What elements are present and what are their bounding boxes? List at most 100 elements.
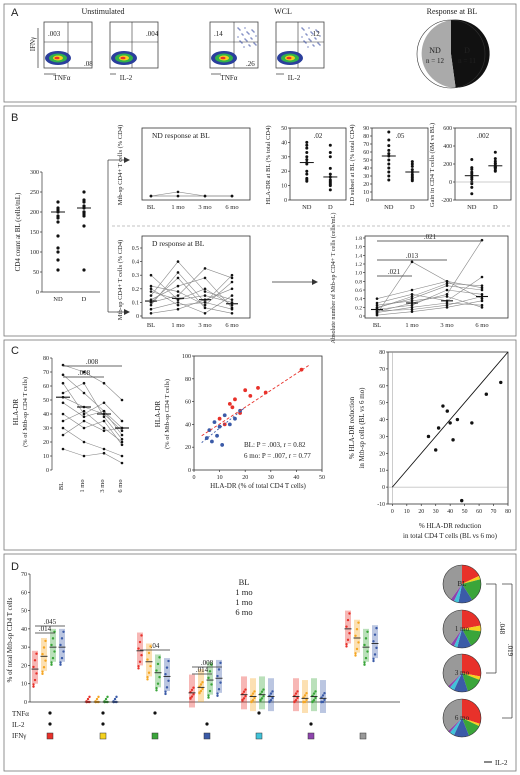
abs-series-point [410,299,414,303]
flow-wcl-il2-event [307,46,309,48]
c1-series-line [62,413,123,445]
ld-y-tick-label: 10 [363,190,369,196]
hla-y-tick-label: 20 [281,169,287,175]
flow-wcl-il2-event [308,38,310,40]
cd4-y-tick-label: 200 [30,210,39,216]
c2-x-tick-label: 50 [319,475,325,481]
c1-p1: .008 [86,358,99,366]
c1-y-tick-label: 40 [43,412,49,418]
pie-d-slice [450,584,462,602]
c1-series-line [62,420,123,436]
d-series-point [149,287,153,291]
c1-y-tick-label: 20 [43,440,49,446]
flow-wcl-il2-event [316,30,318,32]
unstim-title: Unstimulated [81,7,124,16]
abs-series-point [375,306,379,310]
cd4-d-point [82,200,86,204]
ld-y-tick-label: 20 [363,182,369,188]
pie-d-slice [453,629,462,648]
ld-y-tick-label: 70 [363,142,369,148]
cd4-y-tick-label: 250 [30,190,39,196]
d-panel-iqr-bar [32,650,38,684]
abs-series-line [376,289,483,310]
flow-wcl-tnfa-event [244,38,246,40]
c1-series-point [82,426,86,430]
c3-point [460,498,464,503]
d-panel-point [41,672,44,676]
pie-d-outline [442,653,482,693]
d-series-point [203,276,207,280]
d-series-point [203,287,207,291]
abs-series-point [410,303,414,307]
ld-point [387,148,391,152]
c2-xlabel: HLA-DR (% of total CD4 T cells) [210,482,306,490]
flow-wcl-il2-event [303,40,305,42]
c2-x-tick-label: 40 [293,475,299,481]
c1-series-line [62,427,123,457]
d-panel-point [271,696,274,700]
d-panel-point [44,639,47,643]
c1-series-line [62,374,123,429]
hla-point [328,172,332,176]
d-y-tick-label: 0.2 [132,287,139,293]
hla-point [305,179,309,183]
row-ifng-label: IFNγ [12,732,26,740]
d-series-point [176,294,180,297]
hla-box [289,127,347,201]
d-series-line [150,291,233,303]
c1-series-point [61,391,65,395]
c3-point [434,448,438,452]
d-panel-iqr-bar [216,659,222,693]
cd4-y-tick-label: 100 [30,250,39,256]
hla-point [305,162,309,166]
c1-series-point [102,415,106,419]
c1-series-point [82,370,86,374]
d-panel-point [155,686,158,690]
ld-point [410,162,414,166]
flow-wcl-il2-event [317,42,319,44]
pie-d-label: 1 mo [455,625,470,633]
pie-d-n: n = 11 [458,57,476,65]
ld-y-tick-label: 80 [363,134,369,140]
arrow-bottom-head [124,309,130,315]
d-panel-point [167,679,170,682]
nd-response-box [141,127,251,201]
pie-p1: .048 [498,622,506,635]
abs-series-point [410,308,414,311]
ld-y-tick-label: 90 [363,126,369,132]
matrix-color-key [203,732,211,740]
d-panel-point [219,681,222,684]
c3-point [441,404,445,408]
d-panel-point [372,657,375,661]
d-panel-legend-entry: BL [239,577,250,587]
abs-series-point [445,303,449,307]
c3-x-tick-label: 0 [391,509,394,515]
c3-point [426,434,431,439]
d-series-point [203,311,207,315]
c3-ylabel2: in Mtb-sp cells (BL vs 6 mo) [358,387,366,469]
c2-bl-point [227,401,232,406]
d-panel-point [115,695,118,699]
d-panel-point [216,694,219,697]
ld-x-tick-label: ND [384,204,394,211]
d-panel-point [251,692,255,695]
d-panel-point [373,633,377,636]
d-panel-point [366,650,369,653]
d-panel-point [210,683,213,686]
d-panel-point [33,659,37,662]
c1-series-line [62,448,123,464]
d-panel-point [208,689,212,693]
pie-d-slice [448,673,462,688]
d-panel-iqr-bar [372,625,378,659]
abs-series-point [410,297,414,300]
d-panel-point [32,683,35,686]
c3-y-tick-label: 80 [379,350,385,356]
ld-point [387,170,391,174]
d-panel-point [366,630,369,633]
d-panel-point [62,630,65,633]
flow-wcl-il2-event [319,44,321,46]
pie-d-slice [462,718,481,727]
d-x-tick-label: BL [147,322,155,329]
ld-point [387,174,391,178]
